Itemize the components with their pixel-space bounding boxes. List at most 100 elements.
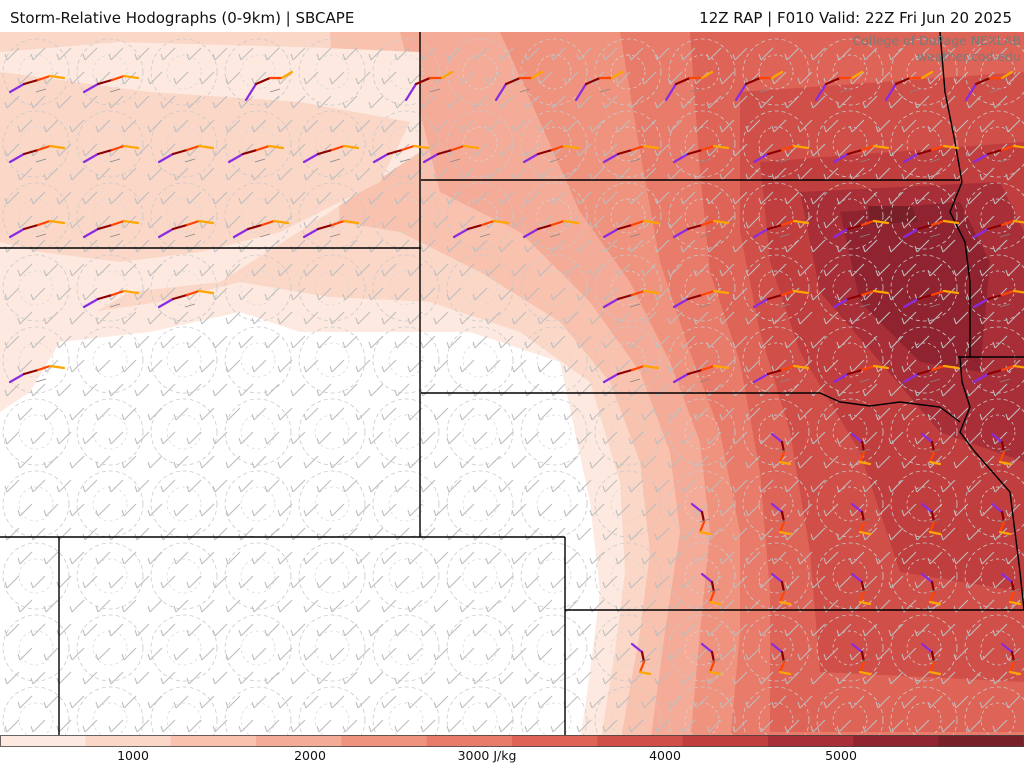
barb-shaft (175, 647, 189, 661)
barb-shaft (604, 527, 618, 541)
wind-barb (680, 575, 696, 589)
barb-shaft (591, 551, 605, 565)
barb-shaft (318, 95, 332, 109)
wind-barb (420, 671, 436, 685)
barb-shaft (292, 335, 306, 349)
hodograph-ring (594, 686, 662, 744)
barb-flag (823, 509, 827, 517)
barb-shaft (825, 71, 839, 85)
barb-shaft (149, 695, 163, 709)
wind-barb (303, 71, 319, 85)
barb-shaft (292, 575, 306, 589)
hodograph-ring (446, 398, 514, 466)
wind-barb (212, 287, 228, 301)
barb-flag (342, 293, 346, 301)
barb-shaft (32, 671, 46, 685)
barb-flag (979, 173, 983, 181)
barb-flag (745, 461, 749, 469)
wind-barb (277, 647, 293, 661)
barb-shaft (58, 95, 72, 109)
barb-shaft (487, 551, 501, 565)
barb-shaft (539, 215, 553, 229)
wind-barb (966, 527, 982, 541)
barb-shaft (955, 71, 969, 85)
barb-flag (537, 221, 541, 229)
hodograph-ring (240, 54, 276, 90)
barb-shaft (994, 239, 1008, 253)
barb-shaft (552, 719, 566, 733)
wind-barb (836, 287, 852, 301)
barb-flag (693, 173, 697, 181)
barb-flag (30, 341, 34, 349)
wind-barb (537, 359, 553, 373)
barb-flag (355, 557, 359, 565)
map-panel[interactable] (0, 32, 1024, 744)
barb-flag (121, 269, 125, 277)
barb-flag (472, 485, 476, 493)
barb-flag (706, 53, 710, 61)
barb-shaft (890, 383, 904, 397)
hodograph-ring (520, 110, 588, 178)
barb-shaft (474, 719, 488, 733)
barb-shaft (812, 143, 826, 157)
barb-shaft (903, 311, 917, 325)
wind-barb (173, 215, 189, 229)
barb-shaft (162, 239, 176, 253)
hodograph-ring (758, 486, 794, 522)
barb-shaft (682, 575, 696, 589)
barb-flag (953, 509, 957, 517)
hodograph-ring (462, 126, 498, 162)
hodograph-ring (668, 686, 736, 744)
barb-flag (420, 53, 424, 61)
wind-barb (303, 551, 319, 565)
barb-shaft (968, 47, 982, 61)
barb-shaft (71, 311, 85, 325)
barb-flag (615, 125, 619, 133)
barb-flag (693, 557, 697, 565)
barb-shaft (916, 527, 930, 541)
barb-flag (82, 149, 86, 157)
wind-barb (901, 119, 917, 133)
wind-barb (4, 719, 20, 733)
wind-barb (342, 623, 358, 637)
barb-shaft (292, 671, 306, 685)
barb-shaft (474, 95, 488, 109)
barb-shaft (422, 287, 436, 301)
wind-barb (4, 47, 20, 61)
barb-flag (368, 149, 372, 157)
hodograph-ring (92, 270, 128, 306)
wind-barb (186, 47, 202, 61)
barb-shaft (877, 215, 891, 229)
barb-flag (589, 653, 593, 661)
barb-shaft (604, 47, 618, 61)
barb-flag (56, 197, 60, 205)
wind-barb (589, 551, 605, 565)
barb-shaft (851, 263, 865, 277)
wind-barb (888, 575, 904, 589)
barb-flag (693, 269, 697, 277)
hodograph-ring (964, 254, 1024, 322)
barb-flag (342, 677, 346, 685)
barb-flag (1005, 413, 1009, 421)
barb-flag (771, 605, 775, 613)
barb-flag (693, 317, 697, 325)
barb-flag (797, 125, 801, 133)
wind-barb (862, 335, 878, 349)
barb-flag (472, 629, 476, 637)
barb-flag (537, 125, 541, 133)
hodograph-ring (462, 486, 498, 522)
barb-flag (43, 605, 47, 613)
barb-shaft (162, 191, 176, 205)
barb-flag (589, 557, 593, 565)
barb-shaft (84, 479, 98, 493)
colorbar-ramp (0, 735, 1024, 747)
barb-flag (186, 197, 190, 205)
hodograph-ring (224, 614, 292, 682)
barb-shaft (760, 143, 774, 157)
barb-flag (212, 485, 216, 493)
wind-barb (537, 455, 553, 469)
wind-barb (446, 479, 462, 493)
wind-barb (160, 719, 176, 733)
map-canvas[interactable] (0, 32, 1024, 744)
barb-shaft (526, 383, 540, 397)
